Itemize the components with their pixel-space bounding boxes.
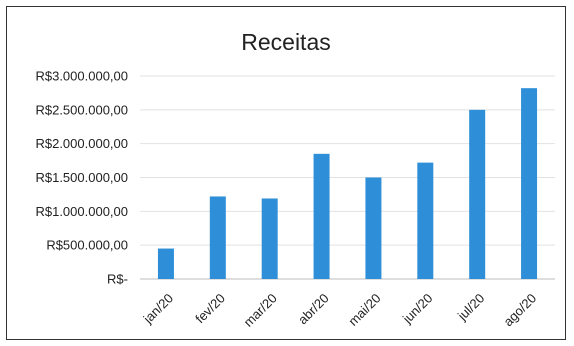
bar-jun-20	[417, 162, 434, 279]
x-tick-label: fev/20	[192, 291, 228, 327]
chart-title: Receitas	[241, 29, 331, 55]
y-tick-label: R$2.000.000,00	[35, 136, 128, 151]
x-tick-label: mar/20	[241, 291, 280, 330]
bar-mar-20	[261, 198, 278, 279]
bar-fev-20	[209, 196, 226, 279]
x-axis-ticks: jan/20 fev/20 mar/20 abr/20 mai/20 jun/20 jul/…	[140, 291, 539, 330]
y-tick-label: R$2.500.000,00	[35, 102, 128, 117]
x-tick-label: mai/20	[345, 291, 383, 329]
x-tick-label: jul/20	[454, 291, 487, 324]
y-tick-label: R$3.000.000,00	[35, 69, 128, 84]
y-tick-label: R$-	[107, 272, 128, 287]
x-tick-label: abr/20	[295, 291, 332, 328]
y-tick-label: R$500.000,00	[46, 238, 128, 253]
y-tick-label: R$1.000.000,00	[35, 204, 128, 219]
bar-abr-20	[313, 153, 330, 279]
x-tick-label: jan/20	[140, 291, 176, 327]
bar-mai-20	[365, 177, 382, 279]
bars	[157, 88, 538, 280]
x-tick-label: jun/20	[399, 291, 435, 327]
y-tick-label: R$1.500.000,00	[35, 170, 128, 185]
y-axis-ticks: R$- R$500.000,00 R$1.000.000,00 R$1.500.000…	[35, 69, 128, 287]
gridlines	[140, 75, 555, 280]
bar-jan-20	[157, 248, 174, 279]
bar-ago-20	[521, 88, 538, 280]
bar-jul-20	[469, 109, 486, 279]
x-tick-label: ago/20	[500, 291, 539, 330]
